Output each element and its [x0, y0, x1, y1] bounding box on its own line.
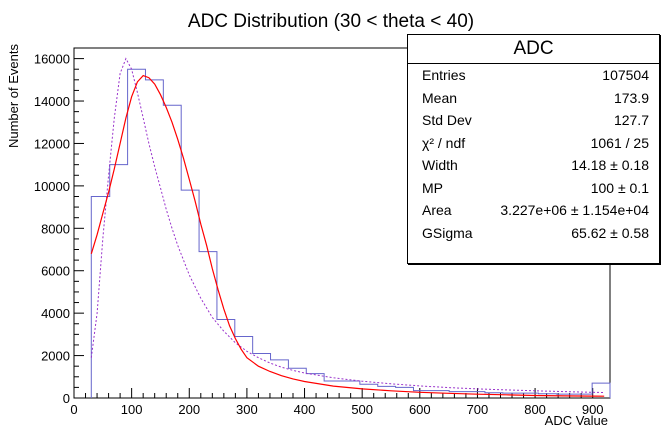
- landau-curve: [90, 57, 605, 393]
- histogram-bin: [271, 360, 289, 398]
- stats-key: Entries: [422, 67, 466, 83]
- stats-value: 65.62 ± 0.58: [571, 224, 649, 241]
- x-axis: 0 100 200 300 400 500 600 700 800 900: [70, 388, 604, 417]
- stats-key: Area: [422, 202, 452, 218]
- histogram-bin: [306, 374, 324, 398]
- stats-row: Mean 173.9: [408, 87, 659, 110]
- x-tick-label: 800: [524, 402, 546, 417]
- y-tick-label: 14000: [34, 94, 70, 109]
- stats-key: χ² / ndf: [422, 134, 466, 151]
- histogram-bin: [378, 386, 396, 398]
- x-tick-label: 200: [178, 402, 200, 417]
- stats-box-title: ADC: [408, 35, 659, 64]
- y-tick-label: 16000: [34, 52, 70, 67]
- y-axis: 0 2000 4000 6000 8000 10000 12000 14000 16000: [34, 52, 84, 406]
- histogram-bin: [253, 353, 271, 398]
- stats-value: 107504: [602, 67, 649, 83]
- x-tick-label: 300: [236, 402, 258, 417]
- y-tick-label: 10000: [34, 179, 70, 194]
- x-tick-label: 400: [294, 402, 316, 417]
- y-tick-label: 2000: [41, 349, 70, 364]
- x-axis-label: ADC Value: [545, 413, 608, 428]
- x-tick-label: 0: [70, 402, 77, 417]
- histogram-bin: [181, 190, 199, 398]
- stats-row: Std Dev 127.7: [408, 109, 659, 132]
- x-tick-label: 600: [409, 402, 431, 417]
- stats-key: GSigma: [422, 224, 473, 241]
- histogram-bin: [145, 80, 163, 398]
- fit-curve: [90, 74, 605, 397]
- y-tick-label: 12000: [34, 136, 70, 151]
- stats-value: 173.9: [613, 89, 649, 106]
- stats-value: 3.227e+06 ± 1.154e+04: [500, 202, 649, 218]
- y-tick-label: 4000: [41, 306, 70, 321]
- histogram-bin: [396, 387, 414, 398]
- histogram-bin: [163, 105, 181, 398]
- histogram-bin: [110, 165, 128, 398]
- stats-value: 14.18 ± 0.18: [571, 157, 649, 173]
- stats-value: 127.7: [613, 112, 649, 128]
- stats-row: Width 14.18 ± 0.18: [408, 154, 659, 177]
- x-tick-label: 700: [467, 402, 489, 417]
- histogram-bin: [235, 336, 253, 398]
- stats-row: MP 100 ± 0.1: [408, 177, 659, 200]
- stats-row: χ² / ndf 1061 / 25: [408, 132, 659, 155]
- y-tick-label: 0: [63, 391, 70, 406]
- histogram-bin: [431, 391, 449, 398]
- stats-value: 100 ± 0.1: [590, 179, 649, 196]
- stats-key: MP: [422, 179, 443, 196]
- x-tick-label: 500: [351, 402, 373, 417]
- y-tick-label: 6000: [41, 264, 70, 279]
- y-tick-label: 8000: [41, 221, 70, 236]
- x-tick-label: 100: [121, 402, 143, 417]
- stats-row: GSigma 65.62 ± 0.58: [408, 222, 659, 245]
- x-tick-label: 900: [582, 402, 604, 417]
- stats-key: Width: [422, 157, 458, 173]
- histogram-bin: [449, 392, 467, 398]
- stats-box: ADC Entries 107504 Mean 173.9 Std Dev 127.7 χ²…: [407, 34, 660, 264]
- histogram-series: [90, 68, 611, 398]
- chart-title: ADC Distribution (30 < theta < 40): [188, 11, 474, 32]
- stats-key: Mean: [422, 89, 458, 106]
- stats-value: 1061 / 25: [590, 134, 649, 151]
- stats-key: Std Dev: [422, 112, 472, 128]
- stats-row: Area 3.227e+06 ± 1.154e+04: [408, 199, 659, 222]
- histogram-bin: [128, 69, 146, 398]
- stats-row: Entries 107504: [408, 64, 659, 87]
- histogram-bin: [91, 196, 109, 398]
- y-axis-label: Number of Events: [6, 44, 21, 149]
